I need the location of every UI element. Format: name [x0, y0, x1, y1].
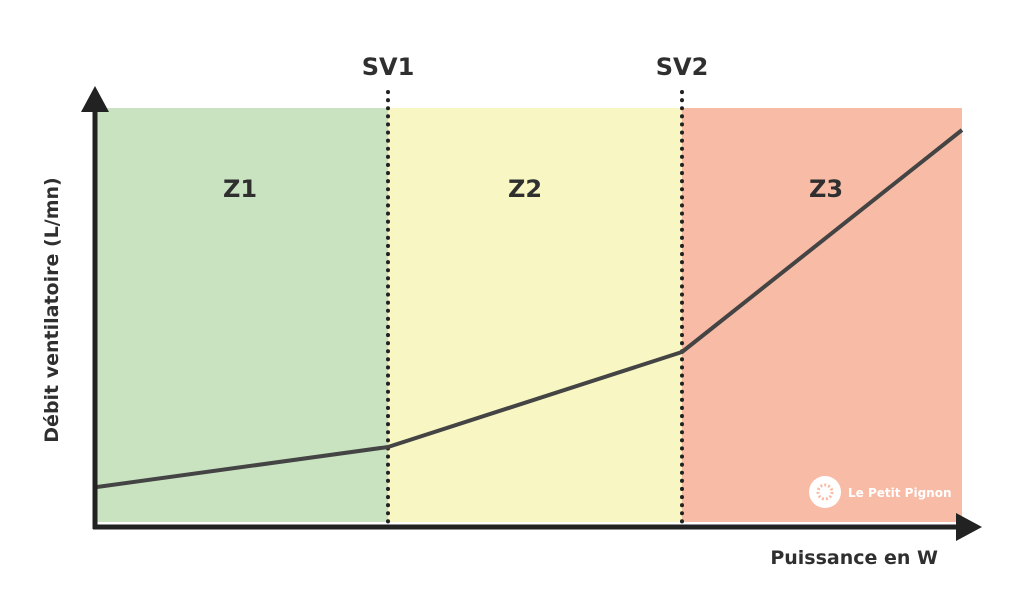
zone-label: Z2	[508, 175, 542, 203]
logo-gear	[816, 483, 834, 501]
curve	[96, 128, 964, 489]
x-axis-label: Puissance en W	[770, 547, 938, 569]
threshold-label: SV2	[656, 53, 709, 81]
x-axis-arrow	[956, 513, 982, 541]
logo-text: Le Petit Pignon	[848, 486, 952, 500]
y-axis-arrow	[81, 86, 109, 112]
zone-2-area	[388, 108, 682, 522]
zone-label: Z3	[809, 175, 843, 203]
zone-1-area	[97, 108, 388, 522]
zone-3-area	[682, 108, 962, 522]
y-axis-label: Débit ventilatoire (L/mn)	[41, 177, 63, 442]
logo-icon	[809, 476, 841, 508]
zone-label: Z1	[223, 175, 257, 203]
threshold-label: SV1	[362, 53, 415, 81]
